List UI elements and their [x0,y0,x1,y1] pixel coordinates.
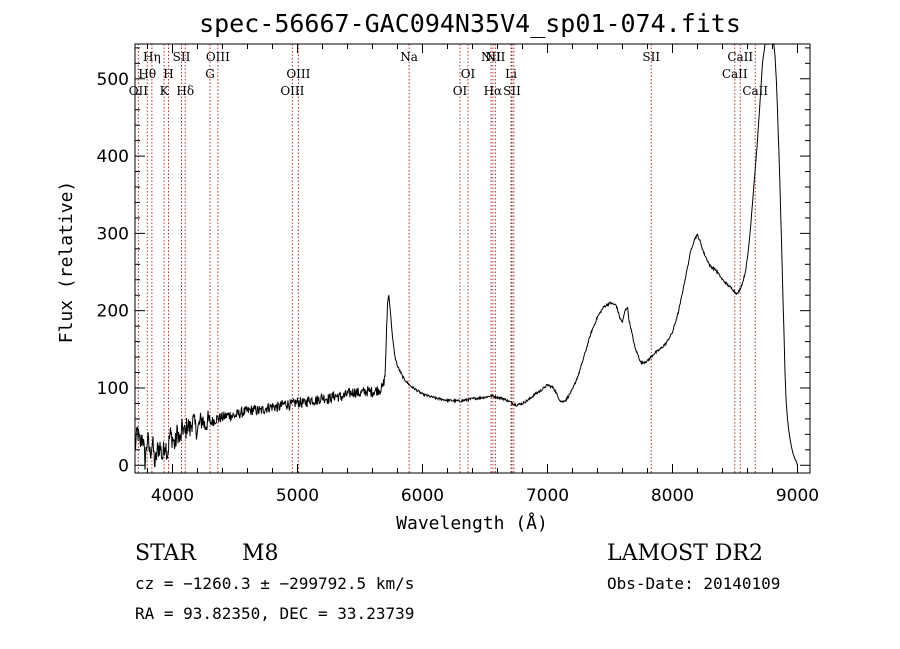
spectral-line-labels: OIIHθHηKHSIIHδGOIIIOIIIOIIINaOIOINIIHαNI… [129,50,769,98]
x-axis-ticks: 4000 5000 6000 7000 8000 9000 [147,44,819,506]
spectral-line-label: CaII [727,50,753,64]
y-tick-label: 400 [97,147,129,167]
spectral-line-label: Hη [143,50,161,64]
spectral-line-label: Hα [484,84,503,98]
spectral-line-label: OIII [286,67,310,81]
spectral-line-label: OI [453,84,468,98]
spectral-line-label: G [205,67,215,81]
spectral-line-label: SII [642,50,660,64]
y-axis-ticks: 0 100 200 300 400 500 [97,47,810,476]
y-tick-label: 0 [118,456,129,476]
spectral-line-label: Li [505,67,517,81]
spectral-line-label: SII [173,50,191,64]
y-tick-label: 500 [97,70,129,90]
y-tick-label: 200 [97,302,129,322]
coordinates-readout: RA = 93.82350, DEC = 33.23739 [135,604,414,623]
spectral-line-label: Hθ [138,67,156,81]
redshift-readout: cz = −1260.3 ± −299792.5 km/s [135,574,414,593]
y-tick-label: 100 [97,379,129,399]
x-axis-label: Wavelength (Å) [396,512,548,534]
plot-frame [134,43,811,474]
spectral-line-label: K [160,84,170,98]
x-tick-label: 7000 [526,486,569,506]
x-tick-label: 9000 [776,486,819,506]
spectral-line-label: OIII [280,84,304,98]
x-tick-label: 6000 [401,486,444,506]
chart-title: spec-56667-GAC094N35V4_sp01-074.fits [199,9,741,38]
spectral-line-label: NII [485,50,505,64]
spectral-line-label: OII [129,84,149,98]
x-tick-label: 8000 [651,486,694,506]
object-subclass: M8 [242,541,279,566]
x-tick-label: 5000 [276,486,319,506]
spectral-line-label: OI [461,67,476,81]
x-tick-label: 4000 [151,486,194,506]
spectrum-line [134,43,798,470]
y-axis-label: Flux (relative) [56,181,77,344]
spectral-line-label: NII [481,50,501,64]
object-class: STAR [135,541,197,566]
spectral-line-markers [137,44,756,473]
spectral-line-label: OIII [206,50,230,64]
survey-name: LAMOST DR2 [607,541,763,566]
spectral-line-label: H [163,67,173,81]
spectral-line-label: Hδ [176,84,194,98]
spectral-line-label: CaII [722,67,748,81]
y-tick-label: 300 [97,224,129,244]
spectral-line-label: CaII [742,84,768,98]
spectral-line-label: Na [400,50,418,64]
spectral-line-label: SII [503,84,521,98]
observation-date: Obs-Date: 20140109 [607,574,780,593]
